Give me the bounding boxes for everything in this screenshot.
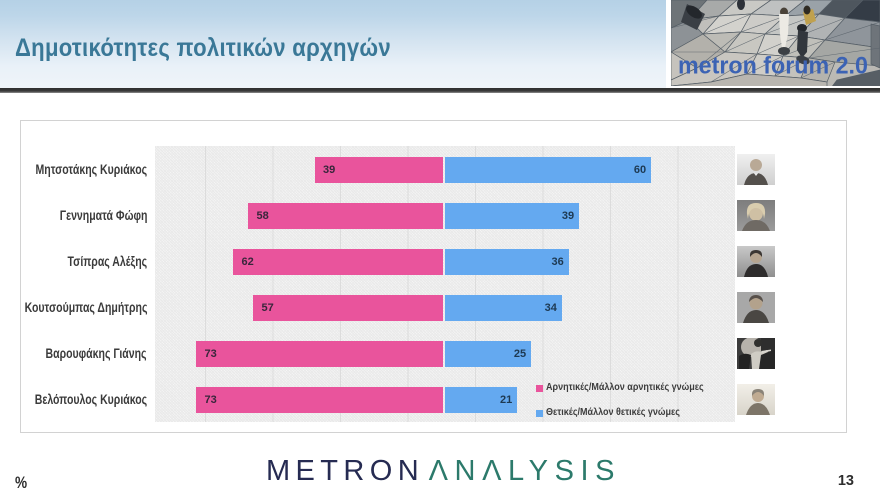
svg-text:metron forum 2.0: metron forum 2.0 [678, 52, 868, 80]
